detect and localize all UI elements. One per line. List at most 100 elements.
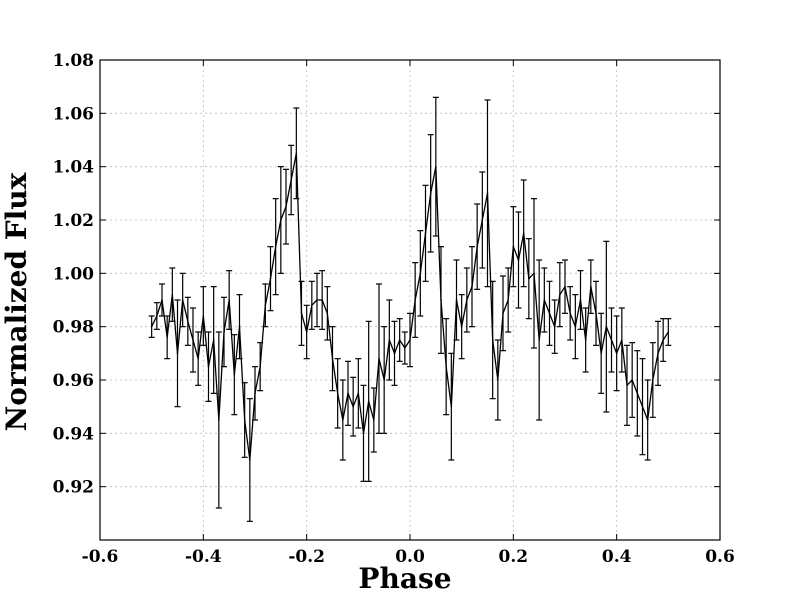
data-point: [512, 245, 515, 248]
data-point: [615, 352, 618, 355]
data-point: [445, 365, 447, 368]
data-point: [414, 299, 416, 301]
data-point: [667, 331, 670, 333]
data-point: [249, 459, 251, 461]
data-point: [481, 219, 484, 221]
data-point: [584, 339, 587, 341]
data-point: [362, 432, 365, 435]
data-point: [559, 293, 561, 296]
data-point: [264, 304, 267, 307]
data-point: [321, 299, 323, 301]
data-point: [378, 357, 380, 360]
data-point: [553, 325, 556, 328]
data-point: [522, 232, 525, 235]
data-point: [626, 384, 628, 387]
data-point: [311, 304, 313, 307]
data-point: [595, 312, 597, 315]
data-point: [254, 392, 256, 395]
data-point: [238, 325, 241, 328]
x-tick-label: -0.6: [82, 547, 119, 567]
x-tick-label: -0.4: [185, 547, 222, 567]
data-point: [202, 315, 205, 317]
data-point: [502, 312, 504, 315]
y-tick-label: 0.98: [53, 318, 94, 338]
data-point: [641, 405, 644, 408]
data-point: [269, 277, 272, 280]
y-tick-label: 1.04: [53, 158, 95, 178]
data-point: [300, 312, 303, 315]
data-point: [579, 299, 582, 301]
data-point: [316, 299, 318, 301]
data-series: [148, 96, 672, 522]
x-tick-label: 0.6: [705, 547, 735, 567]
data-point: [636, 392, 639, 395]
data-point: [605, 325, 608, 328]
data-point: [192, 339, 194, 341]
y-tick-label: 0.96: [53, 371, 94, 391]
data-point: [466, 299, 468, 301]
data-point: [373, 419, 375, 421]
x-tick-label: 0.2: [499, 547, 529, 567]
data-point: [393, 352, 396, 355]
data-point: [285, 205, 287, 208]
data-point: [295, 152, 298, 155]
data-point: [274, 245, 277, 248]
data-point: [652, 379, 654, 381]
data-point: [150, 325, 153, 328]
x-tick-label: 0.4: [602, 547, 632, 567]
data-point: [326, 312, 329, 315]
data-point: [352, 405, 354, 408]
data-point: [424, 232, 427, 235]
data-point: [383, 379, 385, 381]
data-point: [409, 339, 411, 341]
data-point: [161, 299, 163, 301]
data-point: [517, 259, 520, 261]
data-point: [590, 285, 592, 288]
data-point: [631, 379, 633, 381]
data-point: [657, 352, 659, 355]
y-tick-label: 0.92: [53, 478, 94, 498]
data-point: [259, 365, 261, 368]
data-point: [156, 315, 158, 317]
data-point: [440, 299, 442, 301]
y-tick-label: 1.00: [53, 264, 95, 284]
data-point: [543, 299, 546, 301]
data-point: [243, 419, 246, 421]
data-point: [342, 419, 344, 421]
data-point: [569, 312, 571, 315]
data-point: [450, 405, 453, 408]
data-point: [646, 419, 649, 421]
data-point: [486, 192, 489, 195]
x-tick-label: -0.2: [288, 547, 325, 567]
data-point: [528, 277, 530, 280]
data-point: [187, 320, 189, 323]
data-point: [507, 299, 509, 301]
data-point: [280, 219, 282, 221]
data-point: [404, 347, 406, 349]
data-point: [621, 339, 623, 341]
axis-ticks: -0.6 -0.4 -0.2 0.0 0.2 0.4 0.6 0.92 0.94 0.96 0.98…: [53, 51, 735, 567]
data-point: [455, 299, 458, 301]
data-point: [223, 331, 225, 333]
data-point: [429, 192, 432, 195]
data-point: [435, 165, 437, 168]
data-point: [548, 312, 551, 315]
y-tick-label: 1.02: [53, 211, 94, 231]
x-tick-label: 0.0: [395, 547, 425, 567]
data-point: [233, 373, 236, 376]
y-axis-title: Normalized Flux: [0, 172, 33, 431]
y-tick-label: 0.94: [53, 424, 95, 444]
data-point: [357, 392, 360, 395]
data-point: [600, 352, 602, 355]
data-point: [331, 357, 334, 360]
data-point: [176, 352, 179, 355]
data-point: [197, 357, 199, 360]
x-axis-title: Phase: [358, 562, 451, 595]
data-point: [336, 392, 339, 395]
data-point: [181, 299, 184, 301]
data-point: [228, 299, 230, 301]
data-point: [538, 339, 540, 341]
data-point: [497, 379, 499, 381]
data-point: [476, 245, 478, 248]
data-point: [574, 325, 577, 328]
